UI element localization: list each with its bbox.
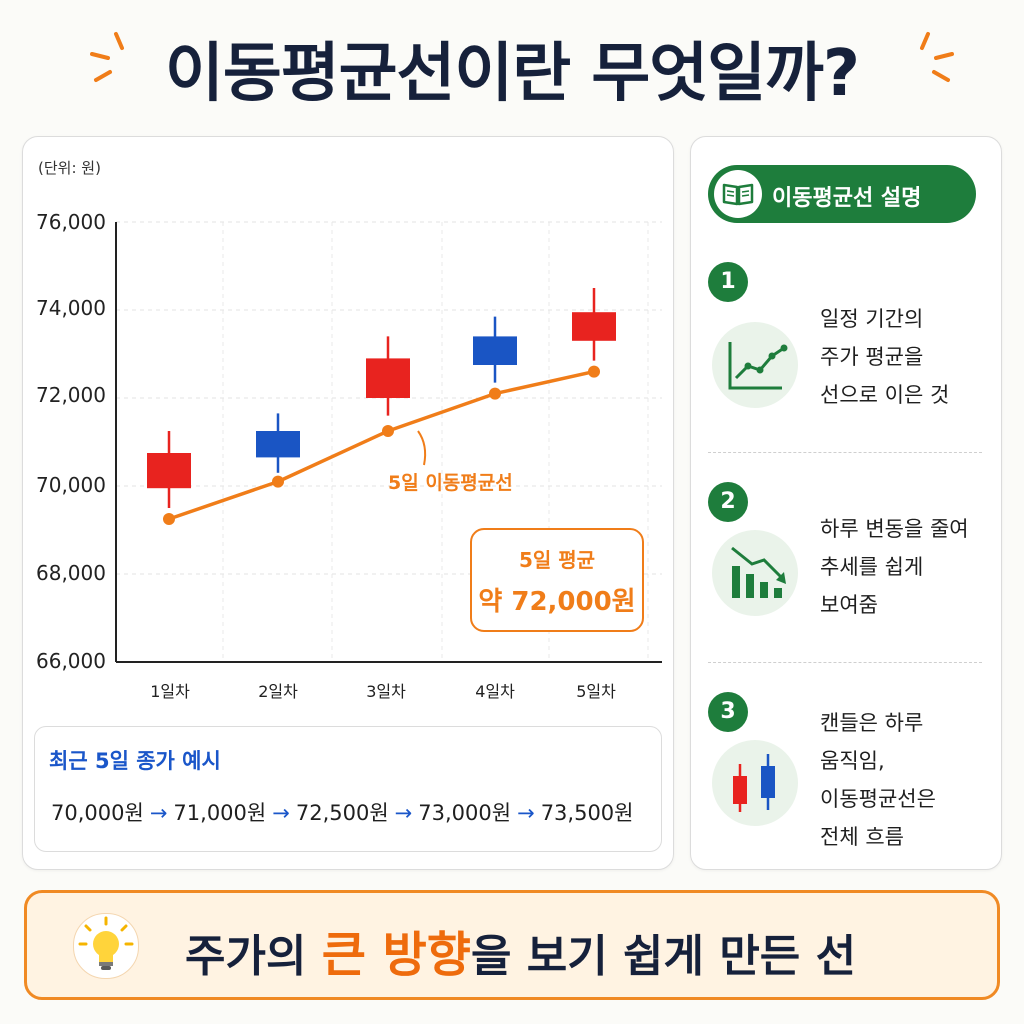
explanation-header: 이동평균선 설명 bbox=[708, 165, 976, 223]
close-price-row: 70,000원 → 71,000원 → 72,500원 → 73,000원 → 73,500원 bbox=[51, 797, 634, 827]
explanation-item-text: 하루 변동을 줄여 추세를 쉽게 보여줌 bbox=[820, 510, 969, 624]
x-tick-label: 1일차 bbox=[150, 682, 190, 701]
explanation-line: 움직임, bbox=[820, 749, 885, 773]
summary-text: 주가의 큰 방향을 보기 쉽게 만든 선 bbox=[185, 915, 856, 985]
explanation-line: 하루 변동을 줄여 bbox=[820, 517, 969, 541]
bar-chart-down-icon bbox=[712, 530, 798, 616]
explanation-line: 이동평균선은 bbox=[820, 787, 936, 811]
y-tick-label: 70,000 bbox=[36, 473, 106, 497]
close-price-title: 최근 5일 종가 예시 bbox=[49, 749, 221, 773]
arrow-right-icon: → bbox=[272, 801, 290, 825]
arrow-right-icon: → bbox=[517, 801, 535, 825]
divider bbox=[708, 452, 982, 453]
moving-average-point bbox=[489, 387, 501, 400]
candlestick-chart bbox=[115, 221, 662, 663]
y-tick-label: 74,000 bbox=[36, 296, 106, 320]
x-tick-label: 4일차 bbox=[475, 682, 515, 701]
summary-banner: 주가의 큰 방향을 보기 쉽게 만든 선 bbox=[24, 890, 1000, 1000]
moving-average-label: 5일 이동평균선 bbox=[388, 472, 513, 494]
close-price: 70,000원 bbox=[51, 801, 144, 825]
explanation-header-label: 이동평균선 설명 bbox=[772, 186, 922, 211]
candle-body bbox=[572, 312, 616, 341]
explanation-line: 선으로 이은 것 bbox=[820, 383, 950, 407]
explanation-line: 전체 흐름 bbox=[820, 825, 904, 849]
line-chart-up-icon bbox=[712, 322, 798, 408]
average-title: 5일 평균 bbox=[518, 548, 596, 572]
x-tick-label: 5일차 bbox=[576, 682, 616, 701]
moving-average-leader bbox=[417, 430, 427, 466]
unit-label: (단위: 원) bbox=[38, 159, 101, 177]
close-price: 73,500원 bbox=[540, 801, 634, 825]
spark-left-icon bbox=[90, 32, 124, 82]
explanation-item-text: 캔들은 하루 움직임, 이동평균선은 전체 흐름 bbox=[820, 704, 936, 856]
moving-average-point bbox=[272, 475, 284, 488]
page-title: 이동평균선이란 무엇일까? bbox=[164, 37, 860, 111]
x-tick-label: 3일차 bbox=[366, 682, 406, 701]
y-tick-label: 68,000 bbox=[36, 561, 106, 585]
y-tick-label: 72,000 bbox=[36, 383, 106, 407]
explanation-line: 보여줌 bbox=[820, 593, 878, 617]
explanation-line: 주가 평균을 bbox=[820, 345, 924, 369]
spark-right-icon bbox=[920, 32, 954, 82]
moving-average-point bbox=[163, 513, 175, 525]
book-icon bbox=[714, 170, 762, 218]
average-box: 5일 평균 약 72,000원 bbox=[470, 528, 644, 632]
candle-body bbox=[473, 336, 517, 365]
candle-body bbox=[256, 431, 300, 458]
explanation-item-text: 일정 기간의 주가 평균을 선으로 이은 것 bbox=[820, 300, 949, 414]
candlestick-icon bbox=[712, 740, 798, 826]
summary-text-highlight: 큰 방향 bbox=[321, 927, 471, 983]
explanation-line: 일정 기간의 bbox=[820, 307, 924, 331]
summary-text-pre: 주가의 bbox=[185, 931, 322, 982]
close-price-card: 최근 5일 종가 예시 70,000원 → 71,000원 → 72,500원 → 73,0… bbox=[34, 726, 662, 852]
average-value: 약 72,000원 bbox=[478, 587, 636, 617]
explanation-line: 캔들은 하루 bbox=[820, 711, 924, 735]
moving-average-point bbox=[588, 365, 600, 378]
y-tick-label: 66,000 bbox=[36, 649, 106, 673]
candle-body bbox=[147, 453, 191, 489]
y-tick-label: 76,000 bbox=[36, 210, 106, 234]
x-tick-label: 2일차 bbox=[258, 682, 298, 701]
close-price: 73,000원 bbox=[418, 801, 512, 825]
step-number-badge: 3 bbox=[708, 692, 748, 732]
summary-text-post: 을 보기 쉽게 만든 선 bbox=[470, 931, 857, 982]
step-number-badge: 2 bbox=[708, 482, 748, 522]
arrow-right-icon: → bbox=[394, 801, 413, 825]
divider bbox=[708, 662, 982, 663]
arrow-right-icon: → bbox=[149, 801, 168, 825]
step-number-badge: 1 bbox=[708, 262, 748, 302]
explanation-line: 추세를 쉽게 bbox=[820, 555, 924, 579]
close-price: 71,000원 bbox=[173, 801, 267, 825]
lightbulb-icon bbox=[73, 913, 139, 979]
candle-body bbox=[366, 358, 410, 398]
moving-average-point bbox=[382, 425, 394, 437]
close-price: 72,500원 bbox=[295, 801, 389, 825]
